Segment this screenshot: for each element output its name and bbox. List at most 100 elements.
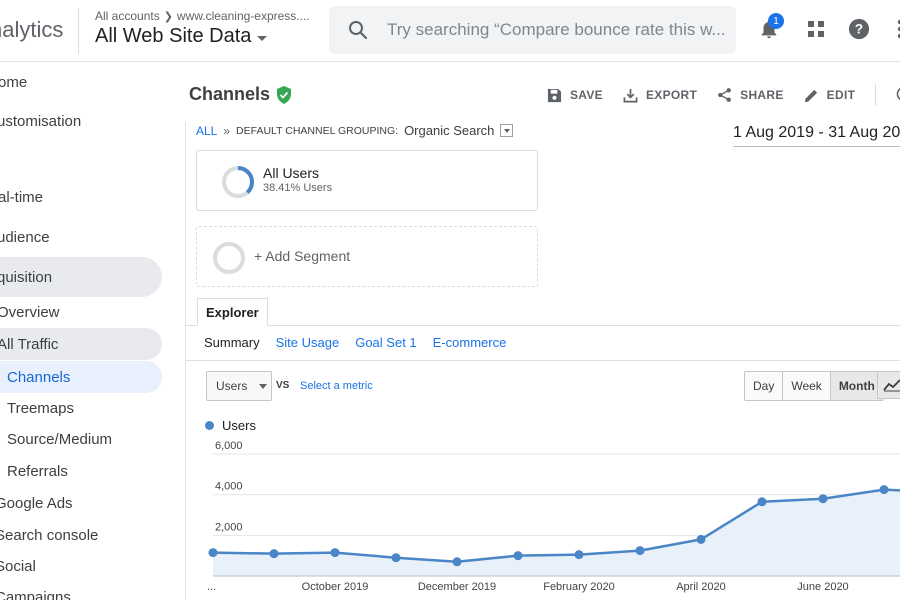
breadcrumb-all-link[interactable]: ALL bbox=[196, 123, 218, 138]
property-name: www.cleaning-express.... bbox=[176, 9, 310, 23]
sidebar-item-label: All Traffic bbox=[0, 335, 59, 353]
y-tick-label: 6,000 bbox=[215, 440, 243, 452]
sidebar-item-audience[interactable]: udience bbox=[0, 228, 50, 246]
breadcrumb-value: Organic Search bbox=[404, 123, 495, 138]
sidebar-item-acquisition[interactable]: quisition bbox=[0, 257, 162, 297]
search-bar[interactable] bbox=[329, 6, 736, 54]
metric-value: Users bbox=[216, 379, 248, 393]
sidebar-item-google-ads[interactable]: Google Ads bbox=[0, 494, 73, 512]
data-point bbox=[452, 557, 462, 567]
subtab-site-usage[interactable]: Site Usage bbox=[275, 335, 340, 350]
top-bar: nalytics All accounts❯www.cleaning-expre… bbox=[0, 0, 900, 62]
edit-pencil-icon bbox=[804, 89, 817, 102]
save-label: SAVE bbox=[570, 88, 603, 102]
users-line-chart: 2,000 4,000 6,000... October 2019 December 2… bbox=[207, 440, 900, 593]
y-tick-label: 4,000 bbox=[215, 481, 243, 493]
sidebar-item-campaigns[interactable]: Campaigns bbox=[0, 588, 71, 600]
dimension-breadcrumb: ALL » DEFAULT CHANNEL GROUPING: Organic … bbox=[196, 123, 514, 138]
toolbar-divider bbox=[875, 84, 877, 106]
account-path: All accounts bbox=[95, 9, 160, 23]
edit-button[interactable]: EDIT bbox=[804, 88, 856, 103]
insights-button[interactable]: 2 IN bbox=[896, 86, 900, 104]
dimension-dropdown[interactable] bbox=[500, 124, 514, 137]
search-input[interactable] bbox=[387, 20, 736, 40]
tab-divider bbox=[185, 325, 900, 326]
data-point bbox=[696, 534, 706, 544]
save-button[interactable]: SAVE bbox=[547, 88, 603, 103]
vs-label: VS bbox=[276, 380, 290, 391]
legend-label: Users bbox=[222, 418, 256, 433]
sidebar-item-all-traffic[interactable]: All Traffic bbox=[0, 328, 162, 360]
sidebar-item-customisation[interactable]: ustomisation bbox=[0, 112, 82, 130]
data-point bbox=[330, 548, 340, 558]
sidebar-item-label: Channels bbox=[7, 368, 71, 386]
data-point bbox=[818, 494, 828, 504]
segment-all-users[interactable]: All Users 38.41% Users bbox=[196, 150, 538, 211]
legend-swatch bbox=[205, 421, 214, 430]
x-tick-label: October 2019 bbox=[302, 581, 369, 593]
sidebar-nav: ome ustomisation al-time udience quisiti… bbox=[0, 62, 170, 600]
breadcrumb-dimension: DEFAULT CHANNEL GROUPING: bbox=[236, 124, 399, 137]
data-point bbox=[513, 551, 523, 561]
series-area bbox=[213, 489, 900, 576]
insights-icon bbox=[896, 88, 900, 100]
compare-metric-link[interactable]: Select a metric bbox=[300, 380, 373, 392]
sidebar-item-channels[interactable]: Channels bbox=[0, 361, 162, 393]
date-range-picker[interactable]: 1 Aug 2019 - 31 Aug 20 bbox=[733, 124, 900, 147]
sidebar-item-search-console[interactable]: Search console bbox=[0, 526, 99, 544]
data-point bbox=[879, 485, 889, 495]
caret-down-icon bbox=[503, 128, 510, 133]
view-selector[interactable]: All Web Site Data bbox=[95, 25, 268, 48]
apps-grid-icon[interactable] bbox=[804, 17, 828, 41]
add-segment-button[interactable]: + Add Segment bbox=[196, 226, 538, 287]
x-tick-label: June 2020 bbox=[797, 581, 848, 593]
edit-label: EDIT bbox=[826, 88, 856, 102]
granularity-month-button[interactable]: Month bbox=[830, 372, 883, 400]
subtab-ecommerce[interactable]: E-commerce bbox=[432, 335, 507, 350]
data-point bbox=[208, 548, 218, 558]
sidebar-item-source-medium[interactable]: Source/Medium bbox=[7, 430, 113, 448]
help-icon[interactable]: ? bbox=[847, 17, 871, 41]
export-button[interactable]: EXPORT bbox=[623, 88, 697, 103]
svg-text:?: ? bbox=[855, 22, 863, 37]
sidebar-item-home[interactable]: ome bbox=[0, 73, 28, 91]
sidebar-item-referrals[interactable]: Referrals bbox=[7, 462, 68, 480]
breadcrumb-separator: » bbox=[223, 123, 231, 138]
view-name: All Web Site Data bbox=[95, 25, 252, 47]
subtab-divider bbox=[185, 360, 900, 361]
x-tick-label: April 2020 bbox=[676, 581, 726, 593]
export-label: EXPORT bbox=[646, 88, 698, 102]
granularity-toggle: Day Week Month bbox=[744, 371, 884, 401]
chart-legend: Users bbox=[205, 418, 256, 433]
report-toolbar: SAVE EXPORT SHARE EDIT 2 IN bbox=[547, 84, 900, 106]
divider bbox=[78, 8, 79, 54]
share-label: SHARE bbox=[740, 88, 784, 102]
more-vert-icon[interactable] bbox=[888, 17, 900, 41]
segment-donut-icon bbox=[222, 166, 254, 198]
data-point bbox=[574, 550, 584, 560]
notifications-button[interactable]: 1 bbox=[757, 13, 784, 41]
caret-down-icon bbox=[257, 35, 268, 41]
share-button[interactable]: SHARE bbox=[717, 87, 784, 103]
segment-subtitle: 38.41% Users bbox=[263, 182, 333, 194]
chart-type-button[interactable] bbox=[877, 371, 900, 399]
sidebar-item-treemaps[interactable]: Treemaps bbox=[7, 399, 74, 417]
granularity-week-button[interactable]: Week bbox=[783, 372, 831, 400]
x-tick-label: December 2019 bbox=[418, 581, 496, 593]
data-point bbox=[757, 497, 767, 507]
data-point bbox=[269, 549, 279, 559]
search-icon bbox=[329, 20, 387, 40]
subtab-summary[interactable]: Summary bbox=[204, 335, 260, 350]
product-name: nalytics bbox=[0, 17, 64, 42]
account-breadcrumb[interactable]: All accounts ❯ www.cleaning-express.... bbox=[95, 9, 310, 23]
caret-down-icon bbox=[259, 383, 268, 389]
segment-title: All Users bbox=[263, 165, 320, 181]
metric-dropdown[interactable]: Users bbox=[206, 371, 272, 401]
subtab-goal-set-1[interactable]: Goal Set 1 bbox=[355, 335, 417, 350]
sidebar-item-social[interactable]: Social bbox=[0, 557, 36, 575]
granularity-day-button[interactable]: Day bbox=[745, 372, 784, 400]
save-icon bbox=[547, 88, 562, 102]
sidebar-item-overview[interactable]: Overview bbox=[0, 303, 60, 321]
tab-explorer[interactable]: Explorer bbox=[197, 298, 268, 326]
sidebar-item-realtime[interactable]: al-time bbox=[0, 188, 44, 206]
